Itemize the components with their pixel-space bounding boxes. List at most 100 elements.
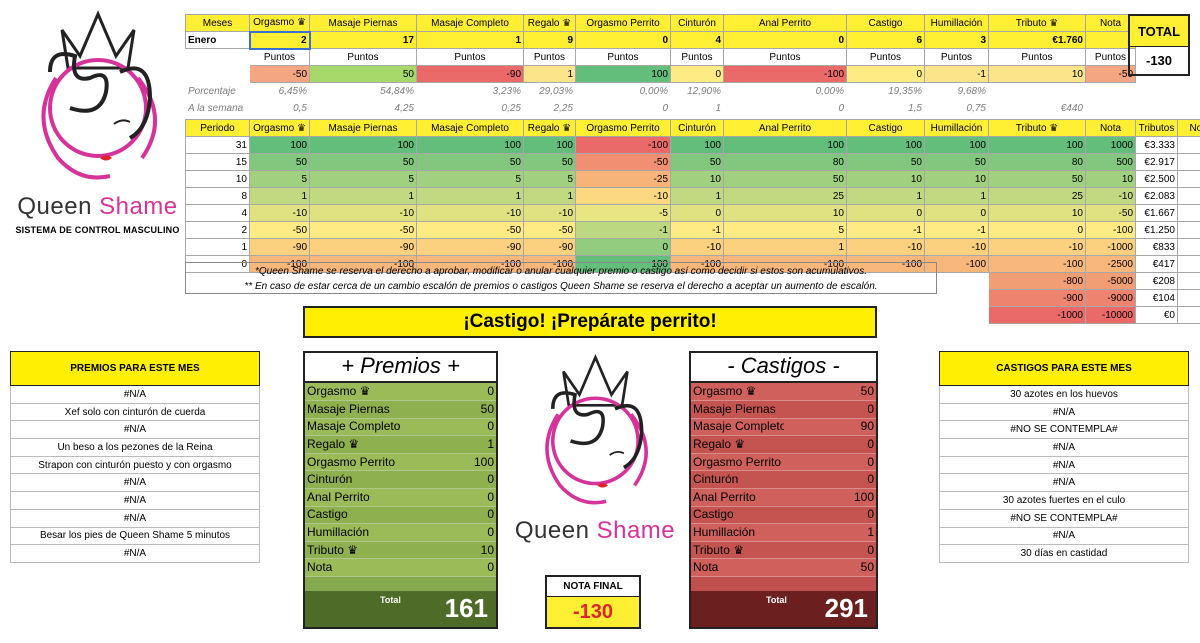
list-item: #N/A	[939, 455, 1189, 475]
period-table: Periodo Orgasmo ♛ Masaje Piernas Masaje Com…	[185, 119, 1200, 324]
top-value-cell[interactable]: 6	[846, 31, 925, 49]
panel-row-label: Regalo ♛	[305, 435, 401, 454]
period-cell: €1.250	[1135, 221, 1178, 239]
period-cell: -1	[846, 221, 925, 239]
top-value-cell[interactable]: 17	[309, 31, 417, 49]
period-cell: 50	[670, 153, 724, 171]
panel-row-label: Masaje Piernas	[691, 400, 784, 419]
period-cell: 5	[523, 170, 576, 188]
brand-name-center: Queen Shame	[514, 517, 676, 544]
period-header-cell: Humillación	[924, 119, 989, 137]
panel-row-label: Cinturón	[305, 470, 401, 490]
top-header-cell: Tributo ♛	[988, 14, 1086, 32]
castigos_list-title-row: CASTIGOS PARA ESTE MES	[939, 351, 1189, 386]
top-value-cell[interactable]: 2	[248, 30, 311, 50]
panel-row-label: Tributo ♛	[691, 541, 784, 560]
puntos-label-cell: Puntos	[846, 48, 925, 66]
period-cell: 1	[846, 187, 925, 205]
panel-row-value: 0	[400, 470, 496, 490]
logo-top: Queen Shame SISTEMA DE CONTROL MASCULINO	[10, 8, 185, 238]
period-extra-cell: €104	[1135, 289, 1178, 307]
premios-panel-table: Orgasmo ♛ 0 Masaje Piernas 50 Masaje Complet…	[305, 383, 496, 578]
castigos-panel-table: Orgasmo ♛ 50 Masaje Piernas 0 Masaje Complet…	[691, 383, 876, 578]
period-cell: 500	[1085, 153, 1136, 171]
list-item: #NO SE CONTEMPLA#	[939, 420, 1189, 440]
period-cell: €2.083	[1135, 187, 1178, 205]
list-item-text: 30 azotes fuertes en el culo	[939, 491, 1189, 510]
period-cell: 25	[723, 187, 847, 205]
puntos-row: -50 50 -90 1 100 0 -100 0 -1 10 -50	[186, 65, 1136, 83]
list-item-text: Strapon con cinturón puesto y con orgasm…	[10, 455, 260, 475]
period-cell: 5	[249, 170, 310, 188]
period-cell: -10	[523, 204, 576, 222]
top-value-cell[interactable]: 9	[523, 31, 576, 49]
panel-row-value: 0	[400, 506, 496, 525]
list-item: #N/A	[10, 508, 260, 528]
top-value-cell[interactable]: 3	[924, 31, 989, 49]
period-cell: 0	[575, 238, 671, 256]
period-cell: €833	[1135, 238, 1178, 256]
period-cell: -50	[1085, 204, 1136, 222]
panel-row: Castigo 0	[691, 506, 876, 525]
top-value-cell[interactable]: €1.760	[988, 31, 1086, 49]
period-header-cell: Orgasmo ♛	[249, 119, 310, 137]
list-item: #N/A	[939, 402, 1189, 422]
period-cell: 5	[416, 170, 524, 188]
period-cell: 50	[988, 170, 1086, 188]
top-value-cell[interactable]: 1	[416, 31, 524, 49]
period-cell: -100	[249, 255, 310, 273]
semana-cell	[1086, 100, 1136, 117]
period-cell: 8	[185, 187, 250, 205]
period-cell: 1	[924, 187, 989, 205]
puntos-cell: 50	[309, 65, 417, 83]
puntos-cell: -1	[924, 65, 989, 83]
top-value-cell[interactable]: 0	[723, 31, 847, 49]
panel-row: Humillación 0	[305, 523, 496, 542]
period-cell: 10	[723, 204, 847, 222]
top-header-cell: Humillación	[924, 14, 989, 32]
period-header-cell: Orgasmo Perrito	[575, 119, 671, 137]
period-header-cell: Castigo	[846, 119, 925, 137]
porcentaje-cell	[989, 83, 1086, 100]
castigos_list-title: CASTIGOS PARA ESTE MES	[939, 351, 1189, 386]
period-cell: 1000	[1085, 136, 1136, 154]
puntos-label-cell: Puntos	[924, 48, 989, 66]
puntos-cell: -50	[1085, 65, 1136, 83]
blank-cell	[186, 49, 250, 66]
list-item: #N/A	[10, 385, 260, 404]
period-cell: -10	[924, 238, 989, 256]
semana-cell: €440	[1060, 102, 1083, 114]
castigos-panel: - Castigos - Orgasmo ♛ 50 Masaje Piernas 0 M…	[689, 351, 878, 629]
list-item-text: #N/A	[10, 544, 260, 563]
list-item-text: Xef solo con cinturón de cuerda	[10, 402, 260, 422]
top-value-cell[interactable]: 0	[575, 31, 671, 49]
period-cell: 100	[723, 136, 847, 154]
semana-row: A la semana 0,5 4,25 0,25 2,25 0 1 0 1,5 0,75 €440	[186, 100, 1136, 117]
panel-row: Orgasmo Perrito 0	[691, 453, 876, 472]
panel-row: Orgasmo Perrito 100	[305, 453, 496, 472]
period-cell: -10	[988, 238, 1086, 256]
period-cell: -10	[416, 204, 524, 222]
panel-row-value: 1	[783, 523, 876, 542]
top-value-cell[interactable]: 4	[670, 31, 724, 49]
premios-list: PREMIOS PARA ESTE MES #N/A Xef solo con ci…	[10, 351, 260, 563]
period-cell: -100	[523, 255, 576, 273]
period-cell: 100	[309, 136, 417, 154]
list-item-text: #N/A	[10, 491, 260, 510]
period-cell: 3	[1177, 204, 1200, 222]
semana-cell: 0,25	[501, 102, 521, 114]
period-extra-row: -900-9000€1040,5	[186, 289, 1200, 307]
period-cell: 2	[185, 221, 250, 239]
porcentaje-cell: 6,45%	[278, 85, 307, 97]
panel-row-label: Humillación	[691, 523, 784, 542]
result-banner: ¡Castigo! ¡Prepárate perrito!	[303, 306, 877, 338]
list-item-text: #N/A	[939, 526, 1189, 546]
period-cell: -100	[924, 255, 989, 273]
period-cell: €2.917	[1135, 153, 1178, 171]
period-cell: 1	[723, 238, 847, 256]
panel-row-label: Orgasmo ♛	[305, 383, 401, 402]
period-extra-cell: €0	[1135, 306, 1178, 324]
top-value-cell[interactable]: Enero	[185, 31, 250, 49]
period-extra-cell: -10000	[1085, 306, 1136, 324]
